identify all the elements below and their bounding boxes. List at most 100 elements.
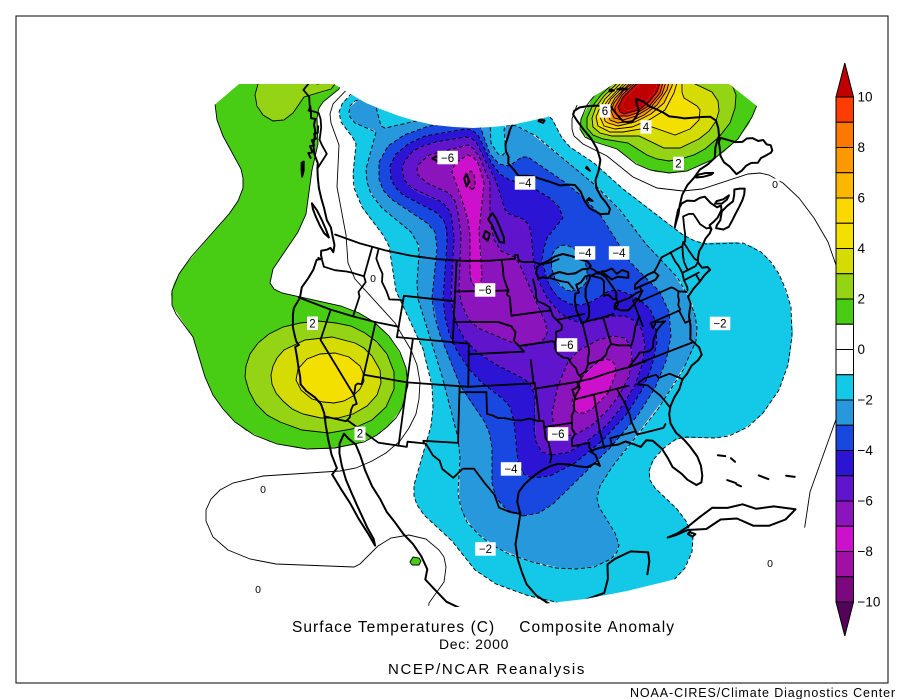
colorbar-cell bbox=[835, 424, 854, 451]
border-path bbox=[570, 378, 583, 448]
contour-label-box bbox=[547, 427, 569, 441]
border-path bbox=[571, 380, 580, 401]
contour-label: 2 bbox=[675, 159, 681, 171]
contour-band bbox=[604, 84, 674, 126]
contour-line bbox=[617, 84, 661, 115]
border-path bbox=[574, 384, 630, 401]
border-path bbox=[375, 247, 404, 302]
border-path bbox=[694, 273, 700, 281]
coastline-path bbox=[482, 230, 491, 242]
contour-label: −4 bbox=[504, 464, 518, 476]
contour-label: −4 bbox=[518, 178, 532, 190]
colorbar-cell bbox=[835, 147, 854, 174]
title-line3: NCEP/NCAR Reanalysis bbox=[388, 661, 586, 678]
contour-band bbox=[349, 99, 697, 569]
coastline-path bbox=[730, 457, 736, 463]
zero-contour-label: 0 bbox=[370, 273, 376, 285]
colorbar-tick-label: −2 bbox=[858, 393, 873, 408]
contour-line bbox=[416, 144, 548, 347]
colorbar-tick-label: 0 bbox=[858, 342, 866, 357]
coastline-path bbox=[686, 531, 697, 538]
border-path bbox=[334, 233, 560, 266]
colorbar-cell bbox=[835, 500, 854, 527]
border-path bbox=[353, 321, 377, 397]
border-path bbox=[467, 350, 525, 356]
title-line1-left: Surface Temperatures (C) bbox=[292, 619, 495, 636]
border-path bbox=[636, 383, 671, 408]
contour-label-box bbox=[500, 462, 522, 476]
contour-line bbox=[254, 84, 337, 122]
border-path bbox=[396, 294, 405, 338]
colorbar-tick-label: 10 bbox=[858, 90, 873, 105]
colorbar-cell bbox=[835, 172, 854, 199]
border-path bbox=[602, 316, 612, 345]
contour-line bbox=[348, 98, 698, 570]
contour-label-box bbox=[474, 283, 496, 297]
border-path bbox=[681, 262, 699, 274]
colorbar-cell bbox=[835, 121, 854, 148]
border-path bbox=[581, 321, 590, 366]
border-path bbox=[678, 309, 692, 324]
border-path bbox=[593, 394, 606, 449]
contour-label: −6 bbox=[441, 153, 454, 165]
contour-label: −2 bbox=[713, 319, 726, 331]
border-path bbox=[682, 241, 699, 262]
coastline-path bbox=[613, 289, 644, 312]
title-line1-right: Composite Anomaly bbox=[519, 619, 675, 636]
contour-line bbox=[610, 84, 668, 121]
colorbar: 10 8 6 4 2 0 −2 −4 −6 −8 −10 bbox=[835, 62, 881, 637]
coastline-path bbox=[716, 454, 727, 458]
border-path bbox=[505, 289, 513, 317]
title-line2: Dec: 2000 bbox=[439, 636, 509, 652]
border-path bbox=[534, 382, 541, 422]
border-path bbox=[422, 439, 459, 445]
border-path bbox=[396, 336, 470, 345]
contour-line bbox=[606, 84, 672, 124]
contour-label-box bbox=[608, 246, 630, 260]
attribution: NOAA-CIRES/Climate Diagnostics Center bbox=[630, 686, 896, 699]
contour-line bbox=[401, 136, 646, 456]
coastline-path bbox=[463, 172, 471, 188]
contour-label-box bbox=[599, 104, 611, 118]
border-path bbox=[533, 380, 579, 390]
border-path bbox=[319, 308, 355, 397]
contour-band bbox=[379, 120, 671, 516]
colorbar-cell bbox=[835, 298, 854, 325]
colorbar-cell bbox=[835, 222, 854, 249]
colorbar-tick-label: 4 bbox=[858, 241, 866, 256]
contour-band bbox=[618, 84, 660, 114]
colorbar-cell bbox=[835, 525, 854, 552]
border-path bbox=[518, 340, 556, 347]
border-path bbox=[403, 294, 456, 303]
zero-label-box bbox=[258, 483, 268, 495]
contour-lines bbox=[171, 84, 849, 607]
contour-labels: −6 −4 6 4 2 −4 −4 −6 −6 −2 2 2 −6 −4 −2 … bbox=[253, 104, 780, 596]
colorbar-tick-label: −10 bbox=[858, 595, 881, 610]
border-path bbox=[627, 351, 641, 369]
border-path bbox=[467, 342, 470, 388]
contour-label-box bbox=[556, 338, 578, 352]
coastline-path bbox=[616, 87, 629, 91]
contour-band bbox=[339, 89, 793, 605]
coastline-path bbox=[608, 88, 615, 93]
border-path bbox=[653, 213, 713, 272]
contour-label: 6 bbox=[602, 106, 608, 118]
border-path bbox=[555, 312, 586, 321]
contour-label-box bbox=[574, 246, 596, 260]
zero-label-box bbox=[368, 272, 378, 284]
contour-label: −4 bbox=[578, 248, 592, 260]
contour-label: −2 bbox=[479, 544, 492, 556]
contour-label-box bbox=[307, 316, 318, 330]
state-borders bbox=[297, 84, 713, 515]
contour-label: 2 bbox=[357, 429, 363, 441]
coastline-path bbox=[726, 479, 737, 485]
coastline-path bbox=[537, 118, 546, 124]
colorbar-tick-label: −6 bbox=[858, 494, 873, 509]
coastline-path bbox=[757, 474, 770, 481]
contour-band bbox=[390, 129, 657, 478]
border-path bbox=[486, 412, 545, 422]
colorbar-cell bbox=[835, 450, 854, 477]
contour-line bbox=[338, 88, 793, 606]
contour-band bbox=[622, 84, 657, 111]
